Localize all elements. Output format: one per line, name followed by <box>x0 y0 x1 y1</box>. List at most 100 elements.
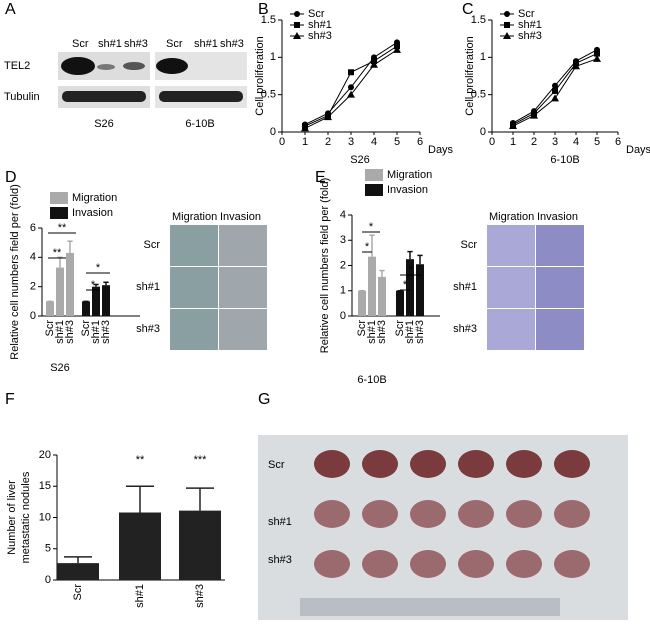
y-label: Cell proliferation <box>254 36 266 115</box>
x-tick-label: 5 <box>594 136 600 148</box>
y-label: metastatic nodules <box>20 471 32 563</box>
x-tick-label: sh#1 <box>54 320 66 344</box>
y-tick-label: 2 <box>30 281 36 293</box>
x-tick-label: Scr <box>80 320 92 337</box>
liver <box>362 550 398 578</box>
legend-label: sh#1 <box>518 19 542 31</box>
x-tick-label: Scr <box>394 320 406 337</box>
x-tick-label: sh#3 <box>64 320 76 344</box>
liver <box>554 450 590 478</box>
row-label: Scr <box>461 239 478 251</box>
liver <box>506 500 542 528</box>
y-tick-label: 0 <box>480 126 486 138</box>
liver <box>458 450 494 478</box>
column-label: Migration <box>172 211 217 223</box>
y-tick-label: 5 <box>45 543 51 555</box>
x-tick-label: 6 <box>417 136 423 148</box>
marker <box>324 113 332 121</box>
legend-label: sh#3 <box>308 30 332 42</box>
x-tick-label: 3 <box>348 136 354 148</box>
legend-swatch <box>50 207 68 219</box>
chart: 0 5 10 15 20 Number of liver metastatic nodule… <box>6 449 225 608</box>
liver <box>314 500 350 528</box>
panel-label: B <box>258 1 269 18</box>
annotation: * <box>96 262 101 274</box>
marker <box>393 45 401 53</box>
bar <box>66 252 74 316</box>
caption: S26 <box>50 362 70 374</box>
bar <box>396 290 404 316</box>
marker <box>551 94 559 102</box>
marker <box>294 11 300 17</box>
annotation: * <box>365 241 370 253</box>
x-tick-label: 3 <box>552 136 558 148</box>
y-tick-label: 0.5 <box>261 89 276 101</box>
bar <box>92 286 100 316</box>
panel-label: D <box>5 169 17 186</box>
y-tick-label: 6 <box>30 222 36 234</box>
ruler <box>300 598 560 616</box>
y-tick-label: 2 <box>340 259 346 271</box>
cell-line: 6-10B <box>185 118 214 130</box>
blot <box>58 52 247 108</box>
y-label: Relative cell numbers field per (fold) <box>319 178 331 353</box>
bar <box>179 510 221 580</box>
marker <box>530 111 538 119</box>
band <box>62 91 146 102</box>
x-tick-label: 1 <box>510 136 516 148</box>
y-label: Cell proliferation <box>464 36 476 115</box>
y-tick-label: 0 <box>30 310 36 322</box>
legend-label: sh#1 <box>308 19 332 31</box>
x-tick-label: 2 <box>531 136 537 148</box>
annotation: *** <box>194 454 208 466</box>
chart: 0 1 2 3 4 6-10B Relative cell numbers field pe… <box>319 169 440 386</box>
legend-swatch <box>50 192 68 204</box>
liver <box>362 450 398 478</box>
x-tick-label: sh#1 <box>134 584 146 608</box>
row-label: sh#3 <box>136 323 160 335</box>
band <box>123 62 145 70</box>
annotation: * <box>409 264 414 276</box>
x-tick-label: 2 <box>325 136 331 148</box>
liver <box>458 550 494 578</box>
column-label: Invasion <box>220 211 261 223</box>
y-tick-label: 4 <box>340 209 346 221</box>
bar <box>378 276 386 316</box>
liver <box>554 500 590 528</box>
row-label: Tubulin <box>4 91 40 103</box>
micrograph <box>219 267 267 308</box>
panel-label: G <box>258 391 270 408</box>
annotation: * <box>403 279 408 291</box>
liver <box>506 450 542 478</box>
panel-label: A <box>5 1 16 18</box>
bar <box>56 267 64 316</box>
lane-label: sh#3 <box>220 38 244 50</box>
x-tick-label: sh#3 <box>414 320 426 344</box>
panel-label: E <box>315 169 326 186</box>
marker <box>504 22 510 28</box>
x-tick-label: sh#1 <box>366 320 378 344</box>
liver <box>410 500 446 528</box>
liver <box>458 500 494 528</box>
y-tick-label: 1 <box>480 51 486 63</box>
micrograph <box>170 267 218 308</box>
micrograph <box>219 309 267 350</box>
marker <box>593 54 601 62</box>
x-tick-label: Scr <box>72 584 84 601</box>
liver <box>314 450 350 478</box>
legend-swatch <box>365 169 383 181</box>
bar <box>46 301 54 316</box>
caption: 6-10B <box>357 374 386 386</box>
marker <box>503 32 511 39</box>
chart: 0 0.5 1 1.5 6-10B 0 1 2 3 4 5 6 Days Cell proliferati… <box>464 8 650 166</box>
panel-label: C <box>462 1 474 18</box>
micrograph <box>170 309 218 350</box>
bar <box>119 512 161 580</box>
marker <box>301 124 309 132</box>
marker <box>348 69 354 76</box>
liver <box>362 500 398 528</box>
y-tick-label: 0 <box>340 310 346 322</box>
y-label: Number of liver <box>6 480 18 555</box>
band <box>156 58 188 74</box>
x-tick-label: Scr <box>356 320 368 337</box>
